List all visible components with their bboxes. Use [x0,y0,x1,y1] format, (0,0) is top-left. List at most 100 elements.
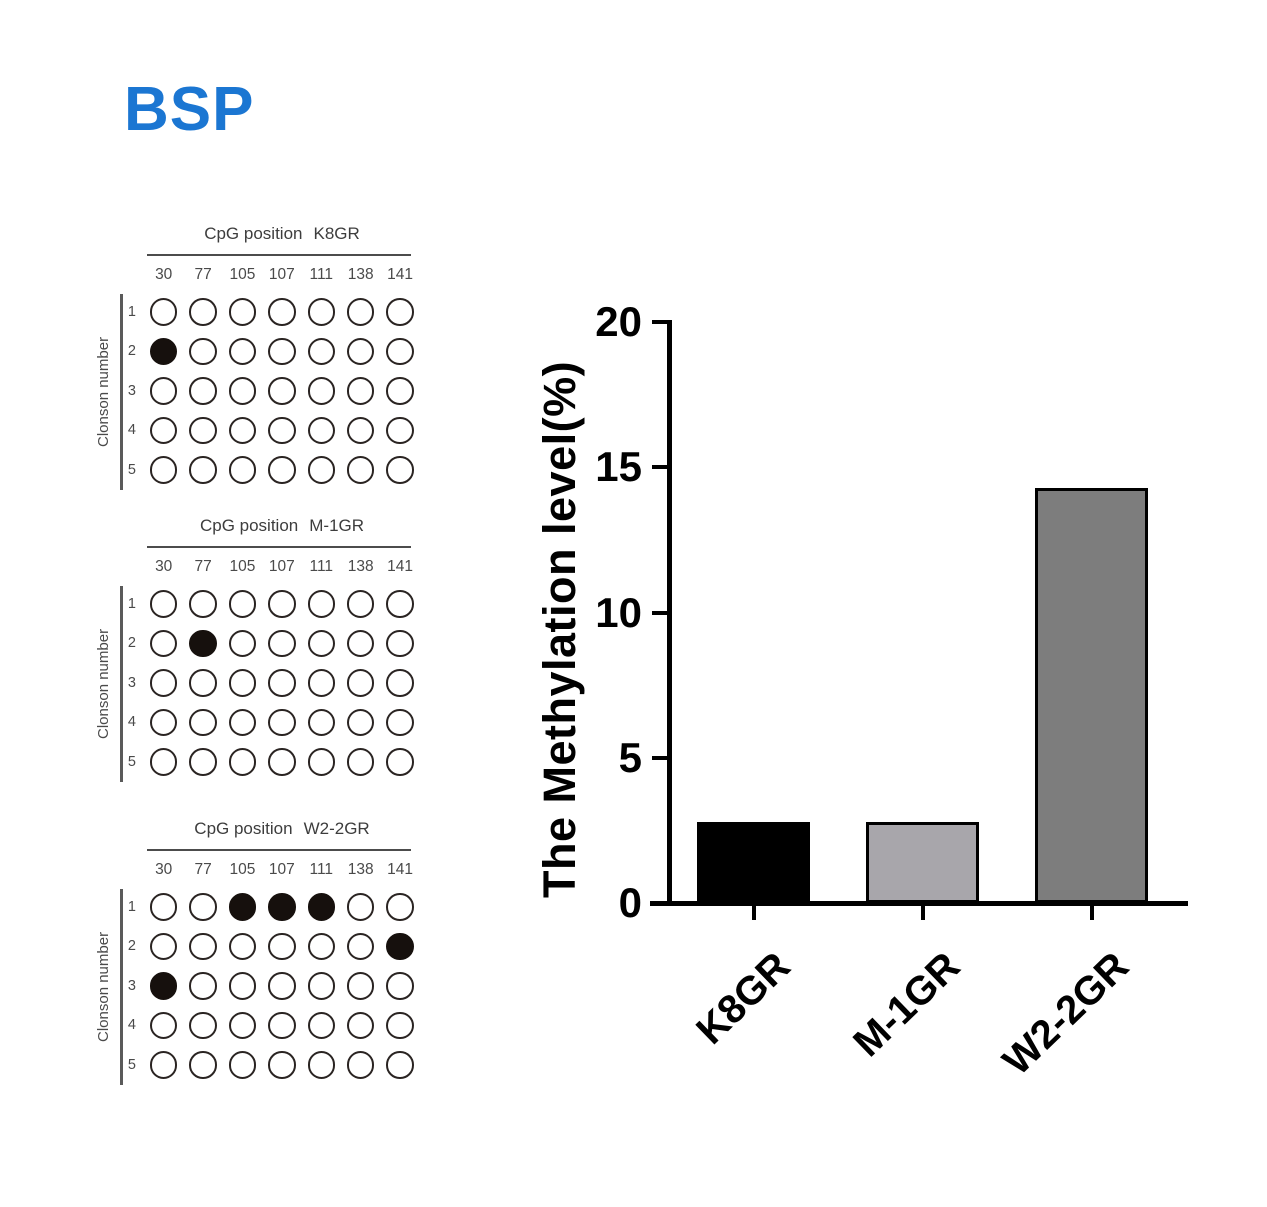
unmethylated-cpg-circle [149,416,178,444]
unmethylated-cpg-circle [189,748,217,776]
unmethylated-cpg-circle [228,298,257,326]
x-axis-category-label: K8GR [688,944,800,1053]
cpg-cell [341,1045,380,1085]
clone-number-label: 1 [127,898,136,915]
unmethylated-cpg-circle [346,416,375,444]
dot-matrix-title-prefix: CpG position [199,516,299,535]
clone-row: 1 [95,292,420,332]
unmethylated-cpg-circle [386,893,414,921]
cpg-cell [341,663,380,703]
cpg-cell [183,742,222,782]
clone-number-label: 5 [127,1056,136,1073]
cpg-cell [223,371,262,411]
unmethylated-cpg-circle [346,972,375,1000]
cpg-cell [302,292,341,332]
cpg-cell [302,742,341,782]
methylated-cpg-circle [268,893,296,921]
unmethylated-cpg-circle [346,337,375,365]
cpg-cell [380,927,419,967]
unmethylated-cpg-circle [189,1051,217,1079]
unmethylated-cpg-circle [228,377,257,405]
cpg-position-label: 107 [268,266,295,283]
unmethylated-cpg-circle [346,932,375,960]
unmethylated-cpg-circle [268,377,296,405]
cpg-cell [380,703,419,743]
cpg-cell [341,411,380,451]
cpg-cell [341,371,380,411]
clone-row: 5 [95,742,420,782]
cpg-cell [302,624,341,664]
unmethylated-cpg-circle [268,590,296,618]
dot-matrix-title-prefix: CpG position [204,224,303,243]
y-axis-tick [652,755,667,760]
cpg-cell [183,450,222,490]
cpg-position-headers: 30 77 105 107 111 138 141 [144,266,420,284]
unmethylated-cpg-circle [386,748,414,776]
dot-matrix-title: CpG position W2-2GR [144,819,420,839]
cpg-cell [302,450,341,490]
bar-M-1GR [866,821,979,903]
clone-row: 5 [95,450,420,490]
clone-number-label: 3 [127,977,136,994]
cpg-cell [341,927,380,967]
cpg-cell [380,742,419,782]
unmethylated-cpg-circle [346,298,375,326]
unmethylated-cpg-circle [346,456,375,484]
dot-matrix-sample-name: K8GR [313,224,360,243]
cpg-cell [183,332,222,372]
cpg-cell [341,624,380,664]
clone-number-label: 5 [127,753,136,770]
dot-matrix-title: CpG position M-1GR [144,516,420,536]
unmethylated-cpg-circle [386,456,414,484]
x-axis-tick [751,905,756,920]
cpg-cell [380,332,419,372]
unmethylated-cpg-circle [189,669,217,697]
cpg-position-label: 141 [387,266,413,283]
cpg-cell [262,742,301,782]
cpg-cell [223,1006,262,1046]
bar-K8GR [697,821,810,903]
clone-axis-line [120,889,123,1085]
y-axis-tick-label: 15 [595,443,642,491]
clone-number-label: 4 [127,714,136,731]
unmethylated-cpg-circle [189,708,217,736]
cpg-cell [262,411,301,451]
unmethylated-cpg-circle [307,377,335,405]
clone-row: 4 [95,703,420,743]
unmethylated-cpg-circle [189,590,217,618]
dot-matrix-w2-2gr: CpG position W2-2GR 30 77 105 107 111 138 141 C… [95,817,435,1102]
unmethylated-cpg-circle [228,1011,257,1039]
cpg-cell [262,663,301,703]
cpg-cell [302,663,341,703]
x-axis-tick [1089,905,1094,920]
clone-axis-line [120,586,123,782]
cpg-cell [144,663,183,703]
cpg-cell [302,887,341,927]
cpg-cell [144,927,183,967]
cpg-cell [144,624,183,664]
cpg-position-label: 138 [347,266,374,283]
clone-number-label: 2 [127,343,136,360]
cpg-cell [183,371,222,411]
unmethylated-cpg-circle [149,298,178,326]
cpg-cell [144,887,183,927]
cpg-cell [341,1006,380,1046]
unmethylated-cpg-circle [307,708,335,736]
unmethylated-cpg-circle [268,932,296,960]
unmethylated-cpg-circle [307,456,335,484]
cpg-position-label: 105 [229,266,256,283]
cpg-cell [380,371,419,411]
unmethylated-cpg-circle [149,377,178,405]
unmethylated-cpg-circle [268,972,296,1000]
unmethylated-cpg-circle [307,972,335,1000]
unmethylated-cpg-circle [189,893,217,921]
dot-matrix-m-1gr: CpG position M-1GR 30 77 105 107 111 138 141 Cl… [95,514,435,799]
unmethylated-cpg-circle [228,972,257,1000]
unmethylated-cpg-circle [346,1011,375,1039]
y-axis-line [667,320,672,906]
cpg-position-label: 141 [387,558,413,575]
unmethylated-cpg-circle [386,629,414,657]
cpg-cell [144,411,183,451]
unmethylated-cpg-circle [228,708,257,736]
cpg-position-label: 107 [268,558,295,575]
